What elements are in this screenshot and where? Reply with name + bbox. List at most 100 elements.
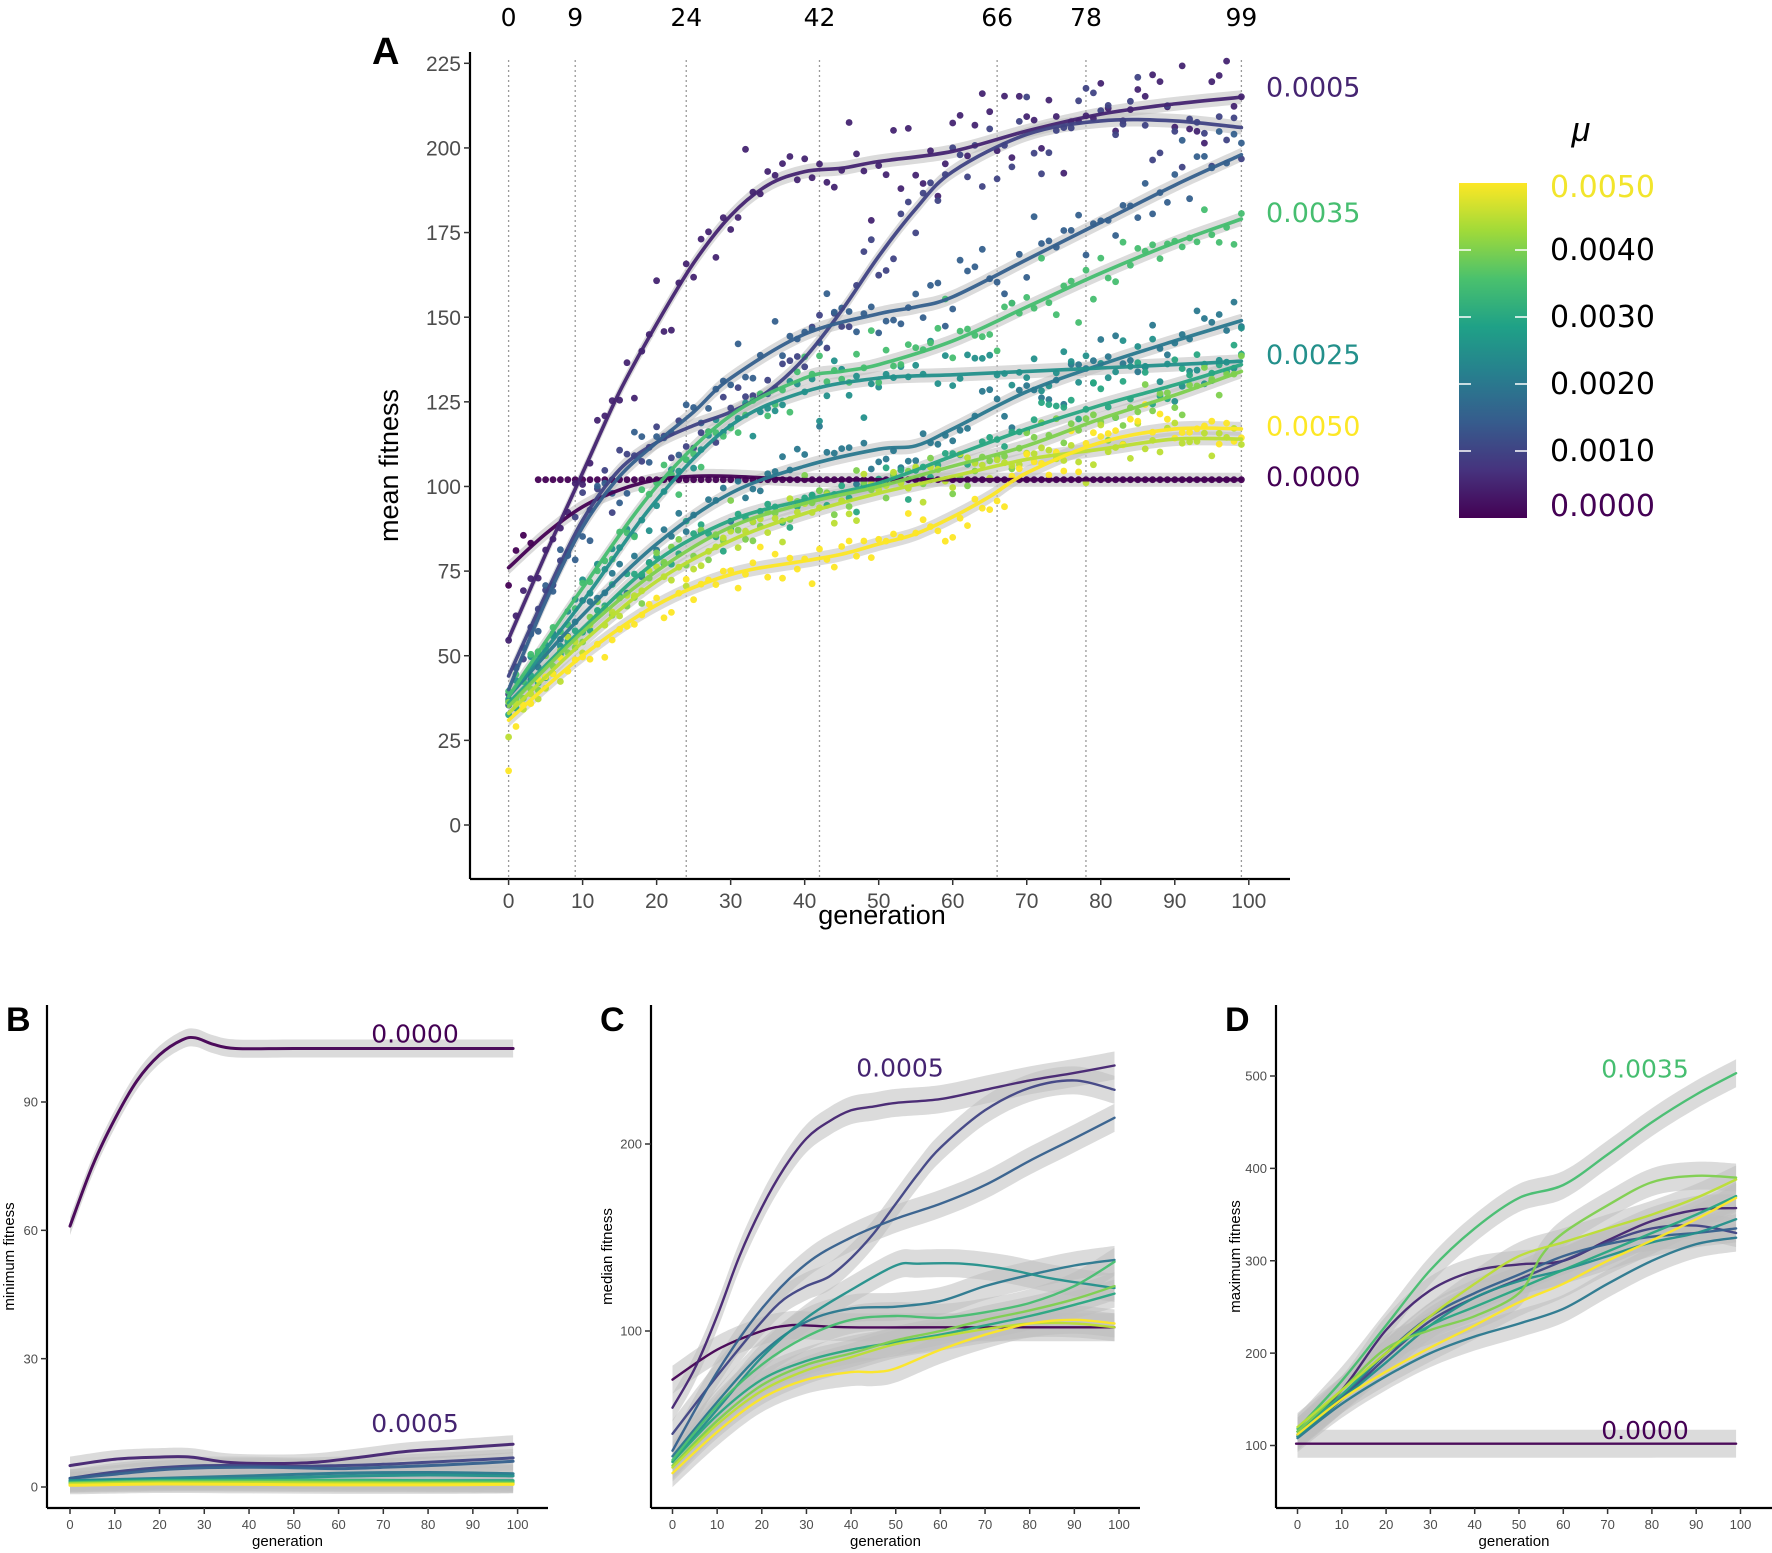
data-point	[949, 305, 957, 313]
data-point	[1215, 429, 1223, 437]
data-point	[1030, 433, 1038, 441]
series-line-mu-0-0040	[1296, 1174, 1738, 1433]
series-line-mu-0-0035	[506, 217, 1244, 699]
series-line-mu-0-0050	[671, 1318, 1116, 1475]
data-point	[1097, 80, 1105, 87]
data-point	[853, 480, 860, 488]
data-point	[919, 498, 927, 506]
data-point	[1149, 335, 1156, 343]
x-tick-label: 20	[1379, 1517, 1393, 1532]
data-point	[823, 448, 831, 456]
data-point	[653, 433, 660, 440]
data-point	[653, 549, 660, 557]
data-point	[1186, 371, 1193, 379]
data-point	[890, 126, 897, 134]
series-annotation-label: 0.0025	[1266, 340, 1360, 371]
series-line-mu-0-0050	[506, 426, 1244, 722]
data-point	[949, 382, 957, 389]
data-point	[1038, 387, 1045, 395]
data-point	[978, 90, 986, 97]
data-point	[1238, 352, 1245, 360]
data-point	[749, 392, 757, 400]
data-point	[823, 378, 831, 386]
panel-c: C 0 10 20 30 40 50 60 70 80 90 100 100 200 generation m…	[599, 1001, 1140, 1550]
data-point	[993, 175, 1001, 183]
data-point	[1215, 311, 1223, 318]
data-point	[1156, 255, 1164, 262]
data-point	[949, 354, 957, 362]
data-point	[1008, 299, 1016, 307]
data-point	[557, 476, 564, 484]
data-point	[1186, 428, 1193, 436]
data-point	[1030, 450, 1038, 457]
data-point	[668, 576, 675, 584]
data-point	[1201, 364, 1208, 371]
x-tick-label: 10	[108, 1517, 122, 1532]
data-point	[867, 465, 875, 473]
data-point	[1149, 321, 1156, 329]
data-point	[838, 445, 846, 452]
y-tick-label: 400	[1245, 1161, 1267, 1176]
series-line-mu-0-0050	[68, 1482, 515, 1487]
data-point	[1230, 102, 1238, 110]
data-point	[1060, 169, 1068, 177]
data-point	[964, 152, 971, 160]
data-point	[919, 180, 927, 187]
data-point	[1075, 97, 1082, 105]
data-point	[712, 476, 720, 484]
data-point	[801, 472, 809, 479]
data-point	[912, 344, 920, 352]
y-tick-label: 0	[31, 1480, 38, 1495]
x-tick-label: 100	[1730, 1517, 1752, 1532]
data-point	[653, 277, 660, 285]
data-point	[956, 375, 964, 382]
x-tick-label: 100	[507, 1517, 529, 1532]
data-point	[534, 627, 542, 635]
series-line-mu-0-0015	[671, 1116, 1116, 1452]
data-point	[527, 650, 535, 658]
data-point	[712, 581, 720, 588]
data-point	[571, 556, 579, 564]
data-point	[764, 529, 772, 536]
data-point	[1238, 139, 1245, 147]
data-point	[505, 767, 512, 775]
data-point	[816, 423, 823, 430]
data-point	[668, 609, 675, 616]
data-point	[1141, 180, 1149, 187]
data-point	[705, 556, 712, 564]
data-point	[623, 476, 631, 484]
series-line-mu-0-0005	[671, 1064, 1116, 1409]
data-point	[690, 596, 697, 604]
data-point	[616, 612, 623, 620]
data-point	[771, 171, 779, 179]
data-point	[1060, 439, 1068, 447]
data-point	[1023, 93, 1031, 101]
data-point	[579, 481, 586, 488]
data-point	[697, 476, 705, 484]
data-point	[1052, 113, 1060, 120]
series-line-mu-0-0010	[506, 117, 1244, 678]
data-point	[986, 434, 994, 441]
series-line-mu-0-0035	[1296, 1072, 1738, 1431]
x-tick-label: 40	[844, 1517, 858, 1532]
data-point	[608, 569, 616, 577]
data-point	[1186, 195, 1193, 203]
data-point	[860, 248, 868, 256]
data-point	[705, 228, 712, 236]
data-point	[964, 454, 971, 462]
data-point	[1104, 102, 1112, 109]
colorbar-tick-label: 0.0020	[1550, 367, 1655, 402]
data-point	[845, 503, 853, 510]
y-tick-label: 125	[426, 391, 461, 414]
data-point	[1171, 419, 1179, 427]
series-annotation-label: 0.0005	[371, 1409, 458, 1438]
data-point	[912, 290, 920, 298]
data-point	[860, 167, 868, 175]
data-point	[608, 636, 616, 644]
data-point	[1075, 379, 1082, 386]
data-point	[1223, 419, 1230, 427]
data-point	[1045, 96, 1053, 104]
data-point	[1097, 433, 1105, 440]
x-tick-label: 30	[197, 1517, 211, 1532]
data-point	[1030, 355, 1038, 363]
